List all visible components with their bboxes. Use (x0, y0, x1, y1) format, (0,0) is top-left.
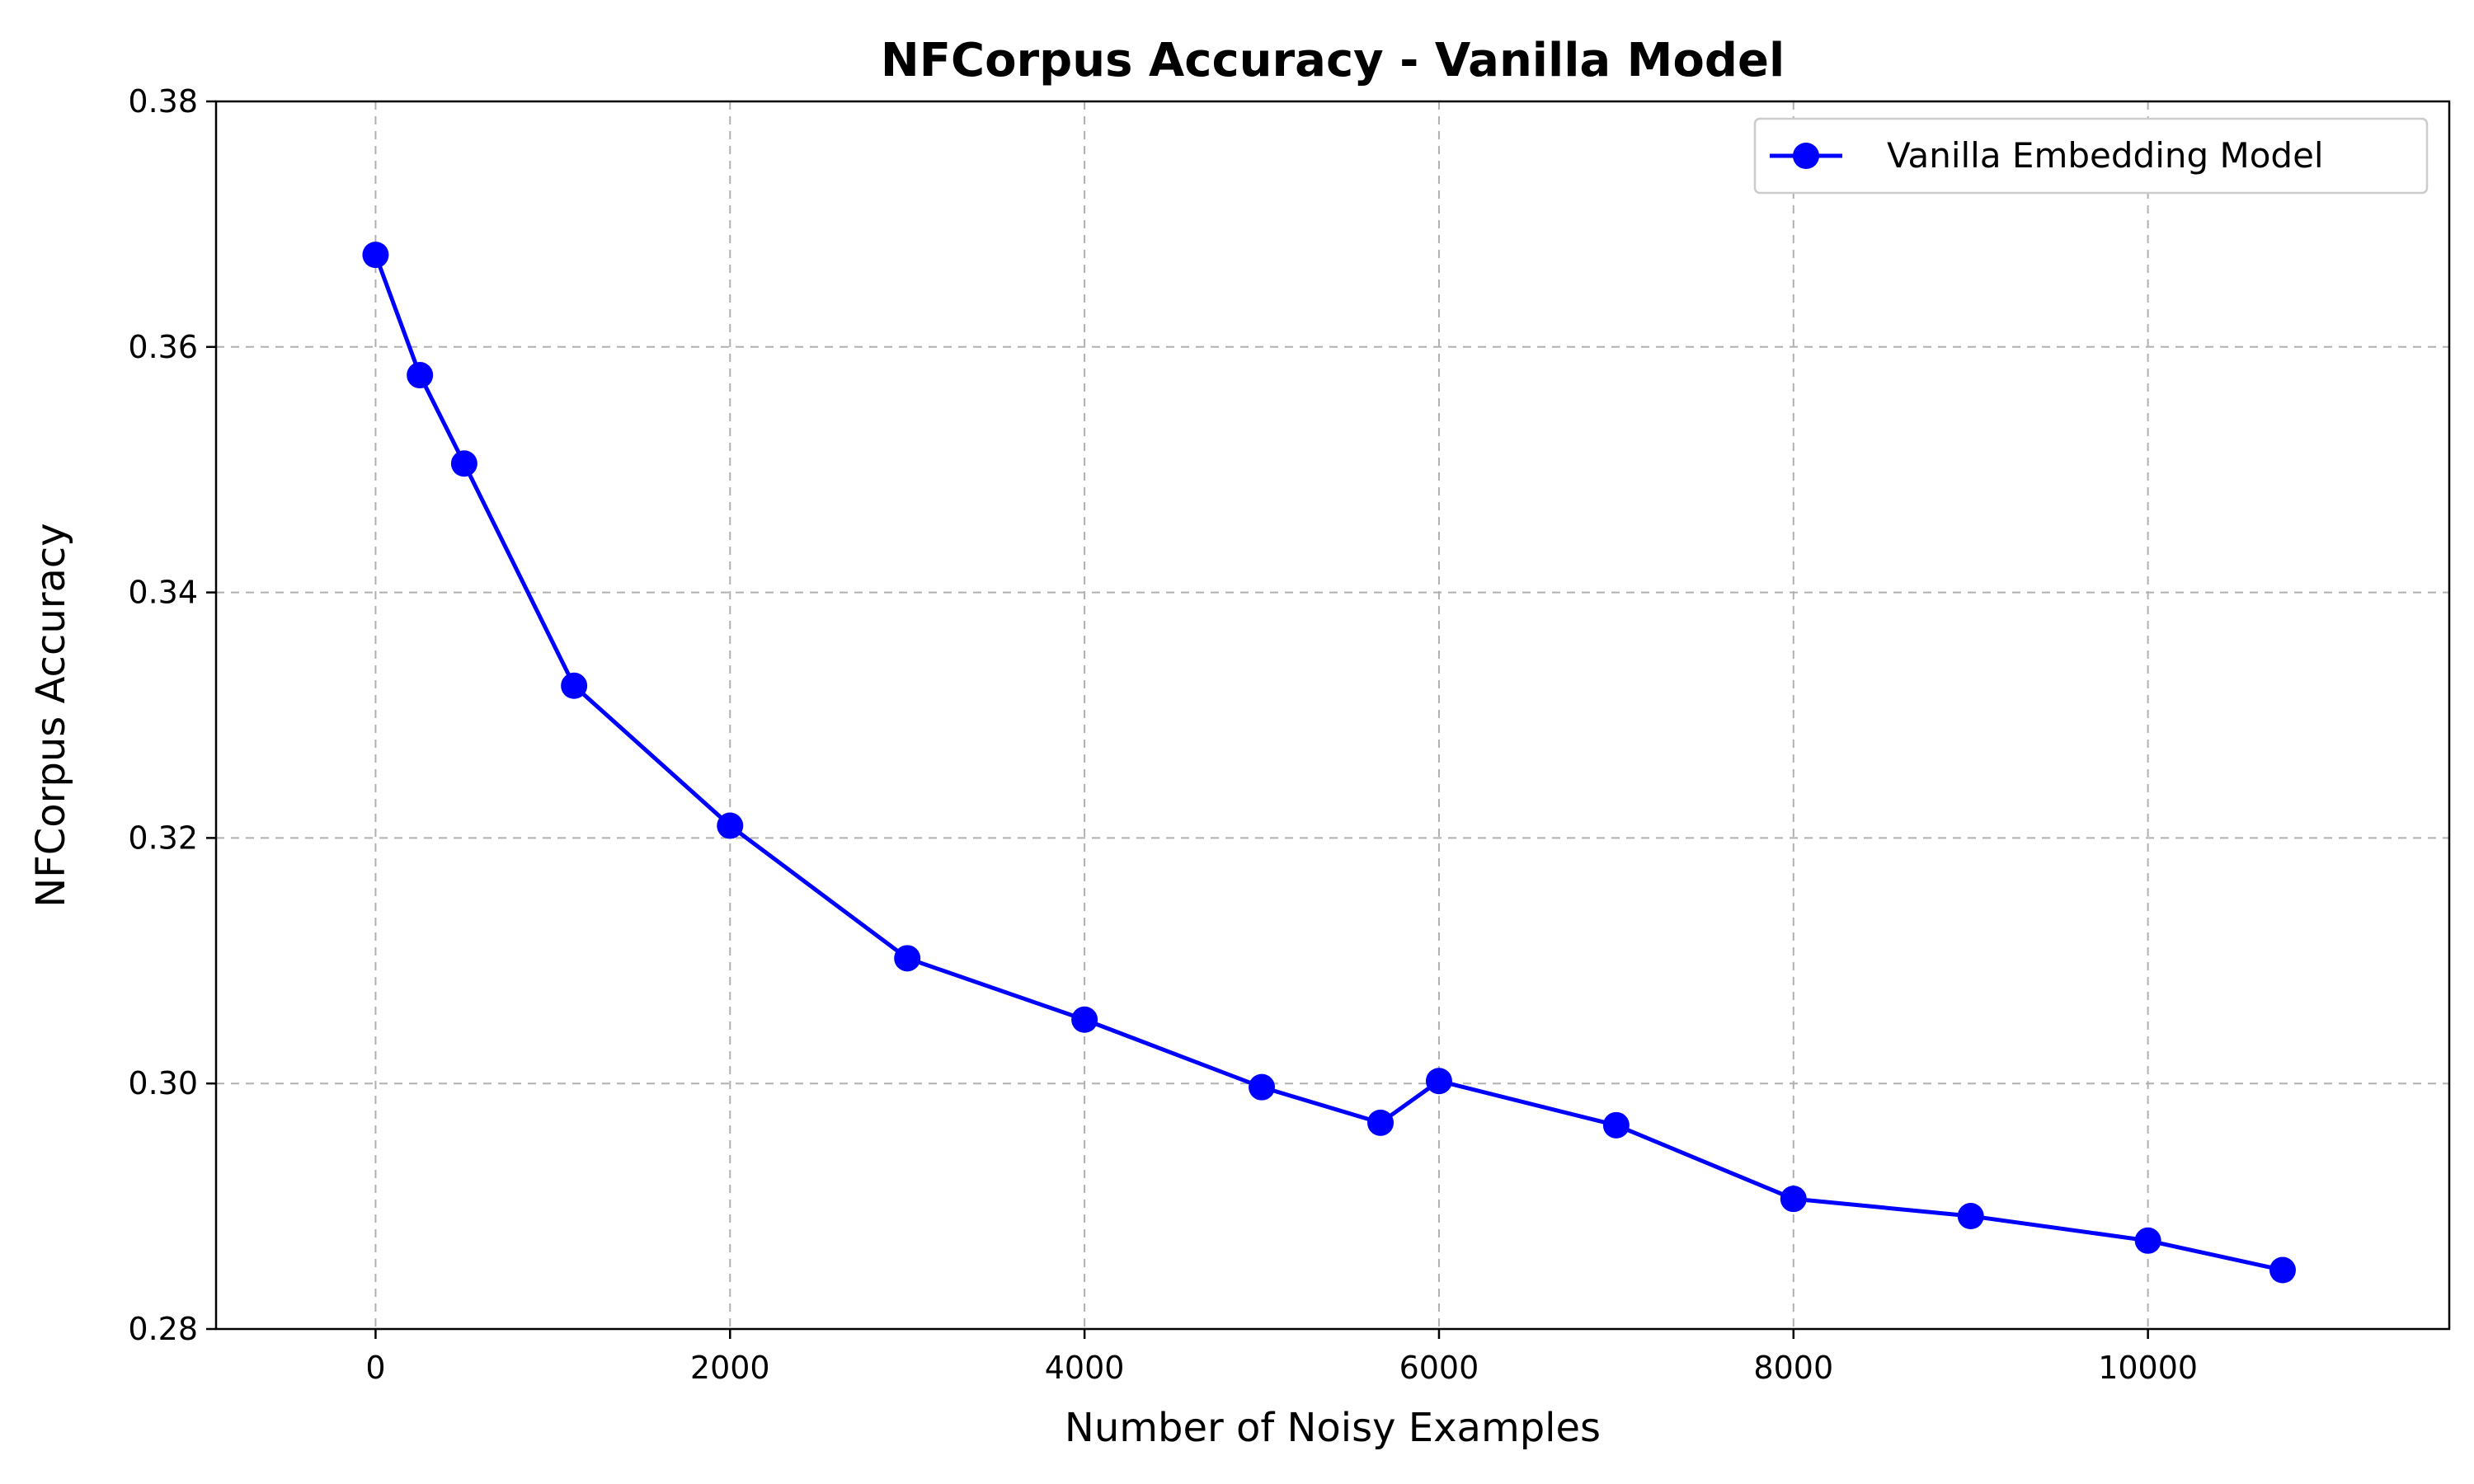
data-point (894, 945, 921, 972)
legend-entry-label: Vanilla Embedding Model (1887, 135, 2324, 176)
y-tick-label: 0.28 (128, 1311, 198, 1347)
y-tick-label: 0.32 (128, 819, 198, 856)
data-point (407, 362, 434, 389)
data-point (2134, 1227, 2161, 1254)
plot-area-frame (214, 100, 2451, 1331)
y-tick-label: 0.36 (128, 329, 198, 365)
data-point (717, 812, 744, 839)
data-point (1957, 1203, 1984, 1230)
legend-marker-swatch (1793, 143, 1819, 169)
data-point (2269, 1256, 2296, 1284)
data-point (1367, 1109, 1395, 1136)
x-tick-label: 6000 (1399, 1350, 1479, 1386)
x-tick-label: 4000 (1045, 1350, 1125, 1386)
x-tick-label: 2000 (690, 1350, 770, 1386)
data-point (362, 242, 389, 269)
data-point (450, 450, 477, 477)
x-tick-label: 8000 (1753, 1350, 1833, 1386)
series-layer (362, 242, 2296, 1284)
x-axis-label: Number of Noisy Examples (1065, 1405, 1601, 1451)
x-tick-label: 10000 (2098, 1350, 2198, 1386)
x-tick-label: 0 (365, 1350, 385, 1386)
y-axis-label: NFCorpus Accuracy (28, 523, 74, 907)
data-point (1425, 1068, 1452, 1095)
chart-title: NFCorpus Accuracy - Vanilla Model (881, 34, 1785, 87)
axis-ticks: 0 2000 4000 6000 8000 10000 0.28 0.30 0.32 0.34 0.… (128, 83, 2198, 1386)
data-point (1780, 1186, 1807, 1213)
data-point (1249, 1073, 1276, 1101)
y-tick-label: 0.34 (128, 575, 198, 611)
data-point (1071, 1006, 1098, 1033)
legend: Vanilla Embedding Model (1753, 117, 2429, 195)
legend-box (1753, 117, 2429, 195)
data-point (561, 672, 588, 699)
y-tick-label: 0.38 (128, 83, 198, 120)
data-point (1602, 1111, 1630, 1139)
y-tick-label: 0.30 (128, 1065, 198, 1101)
